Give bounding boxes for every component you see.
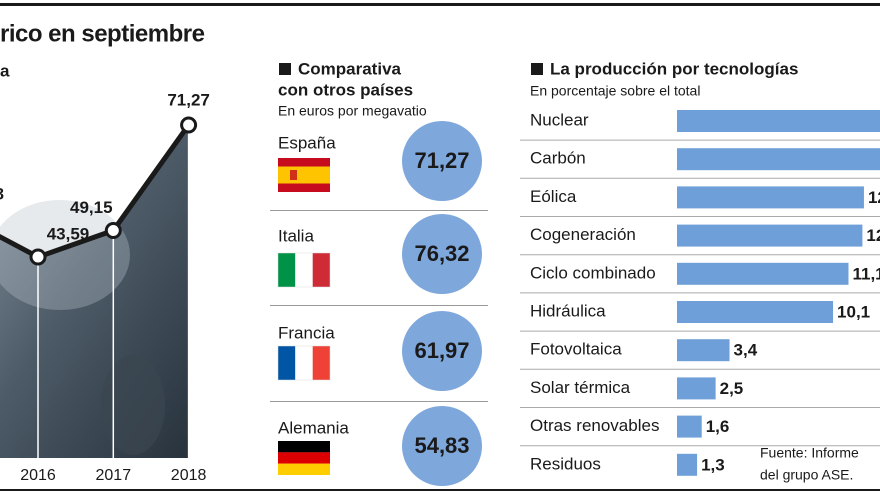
bullet: [279, 63, 291, 75]
bottom-rule: [0, 489, 880, 491]
line-chart: 2016 2017 2018 51,98 43,59 49,15 71,27: [0, 90, 210, 484]
value-label: 1,3: [701, 455, 725, 474]
value-label: 11,1: [852, 264, 880, 283]
bar: [677, 262, 849, 285]
category-label: Ciclo combinado: [530, 263, 656, 282]
bar: [677, 339, 730, 362]
bar: [677, 186, 864, 209]
bulb-glow: [0, 200, 130, 310]
bar: [677, 148, 880, 171]
flag-france: [277, 345, 331, 381]
line: [0, 123, 191, 260]
marker: [104, 221, 122, 239]
x-tick-label: 2016: [20, 467, 56, 484]
category-label: Fotovoltaica: [530, 340, 622, 359]
category-label: Nuclear: [530, 110, 589, 129]
bar: [677, 453, 698, 476]
source: Fuente: Informe: [760, 445, 859, 461]
flag-spain: [278, 158, 330, 192]
category-label: Carbón: [530, 149, 586, 168]
category-label: Eólica: [530, 187, 577, 206]
value-circle: [402, 311, 482, 391]
section-subtitle: En porcentaje sobre el total: [530, 83, 700, 99]
marker: [29, 248, 47, 266]
country-label: España: [278, 133, 336, 152]
bar-chart: Nuclear20,8Carbón15,4Eólica12,1Cogenerac…: [520, 110, 880, 476]
value-label: 2,5: [720, 379, 744, 398]
bar: [677, 415, 702, 438]
category-label: Otras renovables: [530, 416, 659, 435]
value-label: 1,6: [706, 417, 730, 436]
country-label: Italia: [278, 226, 314, 245]
section-title: con otros países: [278, 80, 413, 99]
value-label: 3,4: [734, 341, 758, 360]
value-label: 12,1: [868, 188, 880, 207]
marker: [180, 116, 198, 134]
comparison: España 71,27 Italia 76,32 Francia 61,97 Aleman…: [270, 121, 488, 486]
flags: [277, 158, 331, 475]
category-label: Cogeneración: [530, 225, 636, 244]
category-label: Solar térmica: [530, 378, 631, 397]
bar: [677, 224, 863, 247]
value-label: 51,98: [0, 184, 4, 203]
x-tick-label: 2017: [96, 467, 132, 484]
section-title: La producción por tecnologías: [550, 59, 798, 78]
value-label: 71,27: [167, 90, 210, 109]
value-label: 10,1: [837, 302, 870, 321]
value-circle: [402, 406, 482, 486]
value-label: 49,15: [70, 198, 113, 217]
country-label: Alemania: [278, 418, 349, 437]
bar: [677, 301, 834, 323]
value-label: 76,32: [414, 241, 469, 266]
source: del grupo ASE.: [760, 467, 853, 483]
value-label: 43,59: [47, 224, 90, 243]
country-label: Francia: [278, 323, 335, 342]
category-label: Hidráulica: [530, 301, 606, 320]
value-circle: [402, 214, 482, 294]
chart-title: rico en septiembre: [0, 20, 205, 47]
flag-italy: [277, 252, 331, 288]
section-subtitle: En euros por megavatio: [278, 103, 427, 119]
value-label: 71,27: [414, 148, 469, 173]
bar: [677, 110, 880, 132]
value-circle: [402, 121, 482, 201]
top-rule: [0, 3, 880, 6]
value-label: 54,83: [414, 433, 469, 458]
chart-subtitle: a: [0, 61, 10, 80]
bar: [677, 377, 716, 400]
bullet: [531, 63, 543, 75]
category-label: Residuos: [530, 454, 601, 473]
flag-germany: [278, 441, 330, 475]
x-tick-label: 2018: [171, 467, 207, 484]
bulb: [101, 355, 165, 455]
section-title: Comparativa: [298, 59, 402, 78]
value-label: 12,0: [866, 226, 880, 245]
value-label: 61,97: [414, 338, 469, 363]
